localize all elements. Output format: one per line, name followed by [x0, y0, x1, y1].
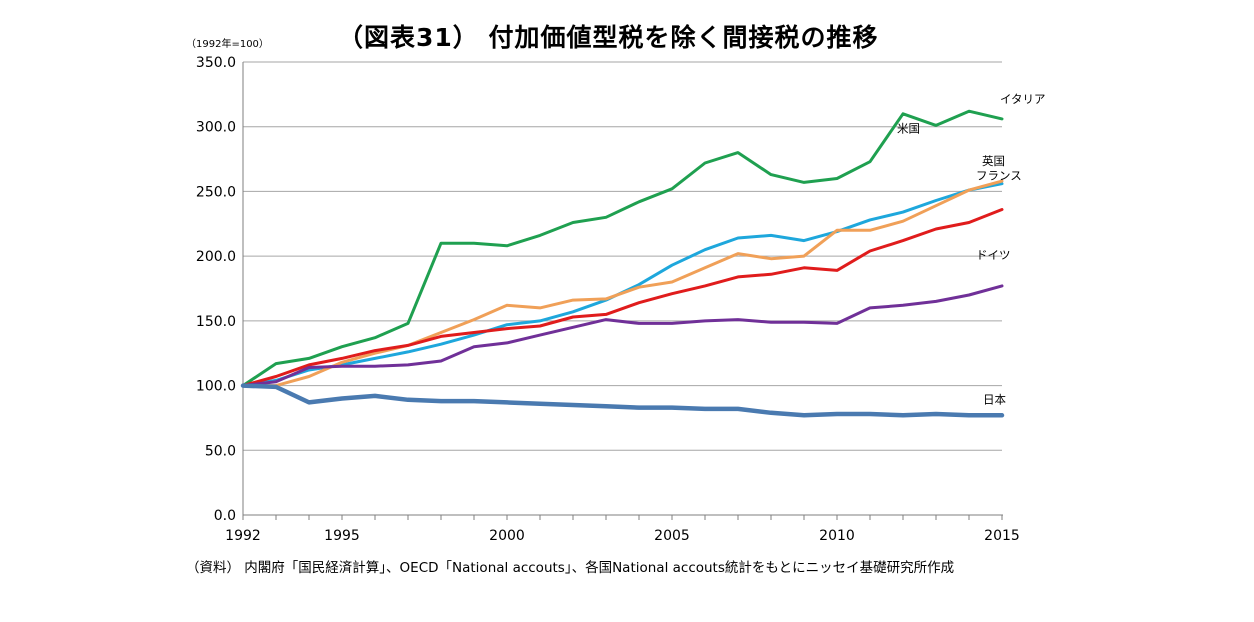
series-line	[241, 208, 1004, 388]
x-tick-label: 1995	[324, 528, 360, 544]
line-chart: 0.0 50.0 100.0 150.0 200.0 250.0 300.0 350.0 19…	[196, 55, 1046, 544]
series-label: イタリア	[1000, 92, 1046, 106]
y-tick-label: 150.0	[196, 314, 236, 330]
series-line	[241, 179, 1004, 388]
series-line	[240, 383, 1005, 418]
series-line	[241, 109, 1004, 388]
y-tick-label: 250.0	[196, 184, 236, 200]
x-tick-label: 1992	[225, 528, 261, 544]
x-tick-labels: 1992 1995 2000 2005 2010 2015	[225, 528, 1020, 544]
series-lines	[240, 109, 1005, 418]
series-line	[241, 284, 1004, 388]
y-tick-labels: 0.0 50.0 100.0 150.0 200.0 250.0 300.0 350.0	[196, 55, 236, 524]
source-note: （資料） 内閣府「国民経済計算」、OECD「National accouts」、…	[186, 560, 955, 576]
series-label: ドイツ	[976, 248, 1011, 262]
chart-title: （図表31） 付加価値型税を除く間接税の推移	[338, 23, 879, 52]
series-label: 英国	[982, 154, 1005, 168]
x-tick-label: 2005	[654, 528, 690, 544]
unit-note: （1992年=100）	[186, 39, 269, 50]
gridlines	[243, 61, 1002, 516]
series-label: 米国	[897, 122, 920, 136]
x-tick-label: 2000	[489, 528, 525, 544]
y-tick-label: 0.0	[214, 508, 236, 524]
y-tick-label: 300.0	[196, 120, 236, 136]
y-tick-label: 350.0	[196, 55, 236, 71]
series-label: 日本	[983, 392, 1006, 406]
y-tick-label: 200.0	[196, 249, 236, 265]
y-tick-label: 100.0	[196, 379, 236, 395]
y-tick-label: 50.0	[205, 443, 236, 459]
series-label: フランス	[976, 169, 1022, 183]
x-tick-label: 2010	[819, 528, 855, 544]
axes	[242, 62, 1003, 520]
x-tick-label: 2015	[984, 528, 1020, 544]
